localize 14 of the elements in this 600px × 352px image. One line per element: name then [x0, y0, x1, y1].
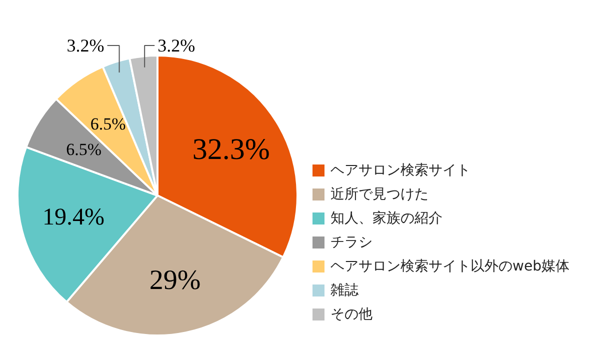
data-label: 19.4%	[42, 204, 105, 230]
legend-label: その他	[330, 306, 372, 322]
legend-label: ヘアサロン検索サイト以外のweb媒体	[330, 258, 570, 274]
data-label: 3.2%	[66, 36, 104, 56]
legend-label: 知人、家族の紹介	[330, 210, 442, 226]
legend-label: チラシ	[330, 234, 372, 250]
data-label: 6.5%	[90, 114, 126, 134]
data-label: 29%	[149, 265, 201, 296]
legend-label: ヘアサロン検索サイト	[330, 162, 470, 178]
data-label: 3.2%	[158, 36, 196, 56]
data-label: 6.5%	[66, 140, 102, 160]
legend-label: 雑誌	[330, 282, 358, 298]
data-label: 32.3%	[192, 133, 270, 166]
legend-label: 近所で見つけた	[330, 186, 428, 202]
